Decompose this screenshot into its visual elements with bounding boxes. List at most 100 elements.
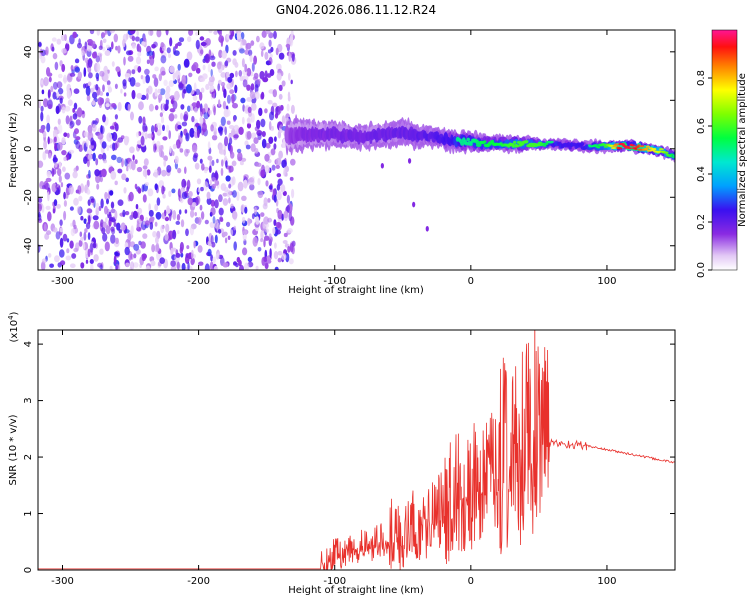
noise-cell bbox=[233, 241, 237, 251]
noise-cell bbox=[88, 72, 93, 79]
noise-cell bbox=[275, 47, 279, 56]
noise-cell bbox=[44, 149, 49, 154]
track-cell bbox=[541, 142, 545, 145]
noise-cell bbox=[136, 30, 139, 36]
noise-cell bbox=[70, 222, 73, 227]
noise-cell bbox=[290, 158, 296, 166]
noise-cell bbox=[256, 119, 261, 129]
noise-cell bbox=[181, 121, 188, 127]
noise-cell bbox=[104, 241, 110, 252]
noise-cell bbox=[261, 131, 266, 137]
noise-cell bbox=[156, 30, 162, 38]
noise-cell bbox=[157, 88, 161, 94]
noise-cell bbox=[287, 228, 293, 234]
noise-cell bbox=[207, 248, 212, 257]
noise-cell bbox=[84, 57, 89, 63]
noise-cell bbox=[186, 179, 191, 190]
noise-cell bbox=[272, 89, 277, 98]
noise-cell bbox=[260, 91, 265, 100]
noise-cell bbox=[190, 210, 195, 218]
noise-cell bbox=[70, 65, 74, 71]
snr-axes: -300 -200 -100 0 100 0 1 2 3 4 bbox=[23, 330, 675, 587]
noise-cell bbox=[94, 169, 100, 177]
noise-cell bbox=[148, 50, 154, 56]
noise-cell bbox=[96, 76, 99, 82]
noise-cell bbox=[204, 219, 209, 225]
noise-cell bbox=[179, 148, 184, 153]
noise-cell bbox=[110, 201, 115, 209]
noise-cell bbox=[89, 259, 94, 264]
noise-cell bbox=[200, 186, 204, 192]
noise-cell bbox=[137, 66, 142, 73]
noise-cell bbox=[64, 34, 67, 42]
noise-cell bbox=[211, 159, 215, 167]
noise-cell bbox=[56, 203, 61, 209]
track-cell bbox=[637, 148, 644, 151]
noise-cell bbox=[152, 231, 157, 238]
noise-cell bbox=[238, 70, 243, 77]
noise-cell bbox=[163, 159, 167, 167]
noise-cell bbox=[148, 103, 154, 112]
noise-cell bbox=[257, 178, 261, 186]
noise-cell bbox=[115, 45, 119, 51]
noise-cell bbox=[106, 198, 109, 205]
noise-cell bbox=[195, 39, 200, 50]
noise-cell bbox=[169, 95, 176, 100]
noise-cell bbox=[38, 203, 42, 212]
track-cell bbox=[511, 144, 515, 148]
noise-cell bbox=[40, 261, 46, 270]
noise-cell bbox=[287, 91, 291, 100]
noise-cell bbox=[93, 254, 99, 262]
noise-cell bbox=[210, 69, 213, 77]
noise-cell bbox=[99, 176, 104, 183]
noise-cell bbox=[98, 206, 102, 211]
noise-cell bbox=[97, 132, 104, 140]
noise-cell bbox=[267, 99, 273, 105]
noise-cell bbox=[251, 213, 255, 220]
noise-cell bbox=[236, 148, 242, 154]
noise-cell bbox=[288, 72, 291, 81]
noise-cell bbox=[106, 144, 110, 151]
track-cell bbox=[536, 143, 541, 147]
noise-cell bbox=[60, 34, 66, 42]
noise-cell bbox=[259, 70, 265, 80]
noise-cell bbox=[275, 164, 280, 169]
noise-cell bbox=[209, 221, 215, 228]
noise-cell bbox=[106, 132, 112, 142]
noise-cell bbox=[66, 248, 70, 254]
noise-cell bbox=[179, 197, 184, 204]
noise-cell bbox=[38, 42, 42, 47]
noise-cell bbox=[264, 108, 268, 114]
noise-cell bbox=[165, 30, 169, 36]
noise-cell bbox=[238, 126, 244, 135]
noise-cell bbox=[108, 211, 112, 217]
noise-cell bbox=[80, 262, 85, 269]
noise-cell bbox=[220, 81, 226, 87]
noise-cell bbox=[268, 136, 274, 144]
noise-cell bbox=[153, 77, 159, 88]
noise-cell bbox=[218, 144, 223, 154]
noise-cell bbox=[202, 73, 208, 80]
noise-cell bbox=[110, 234, 116, 244]
noise-cell bbox=[52, 52, 58, 60]
x-tick-label: 0 bbox=[468, 576, 474, 587]
track-cell bbox=[475, 139, 480, 145]
noise-cell bbox=[277, 250, 283, 256]
track-cell bbox=[542, 144, 547, 147]
noise-cell bbox=[197, 187, 201, 193]
noise-cell bbox=[240, 32, 245, 40]
noise-cell bbox=[93, 220, 100, 230]
noise-cell bbox=[260, 212, 265, 218]
noise-cell bbox=[47, 191, 50, 202]
noise-cell bbox=[88, 125, 93, 136]
noise-cell bbox=[228, 125, 235, 129]
noise-cell bbox=[66, 238, 70, 243]
noise-cell bbox=[174, 123, 179, 132]
noise-cell bbox=[42, 131, 47, 138]
noise-cell bbox=[131, 89, 136, 100]
noise-cell bbox=[161, 185, 165, 195]
colorbar-ticks: 0.0 0.2 0.4 0.6 0.8 bbox=[696, 70, 712, 278]
noise-cell bbox=[175, 220, 181, 225]
noise-cell bbox=[41, 89, 45, 95]
noise-cell bbox=[181, 262, 186, 270]
